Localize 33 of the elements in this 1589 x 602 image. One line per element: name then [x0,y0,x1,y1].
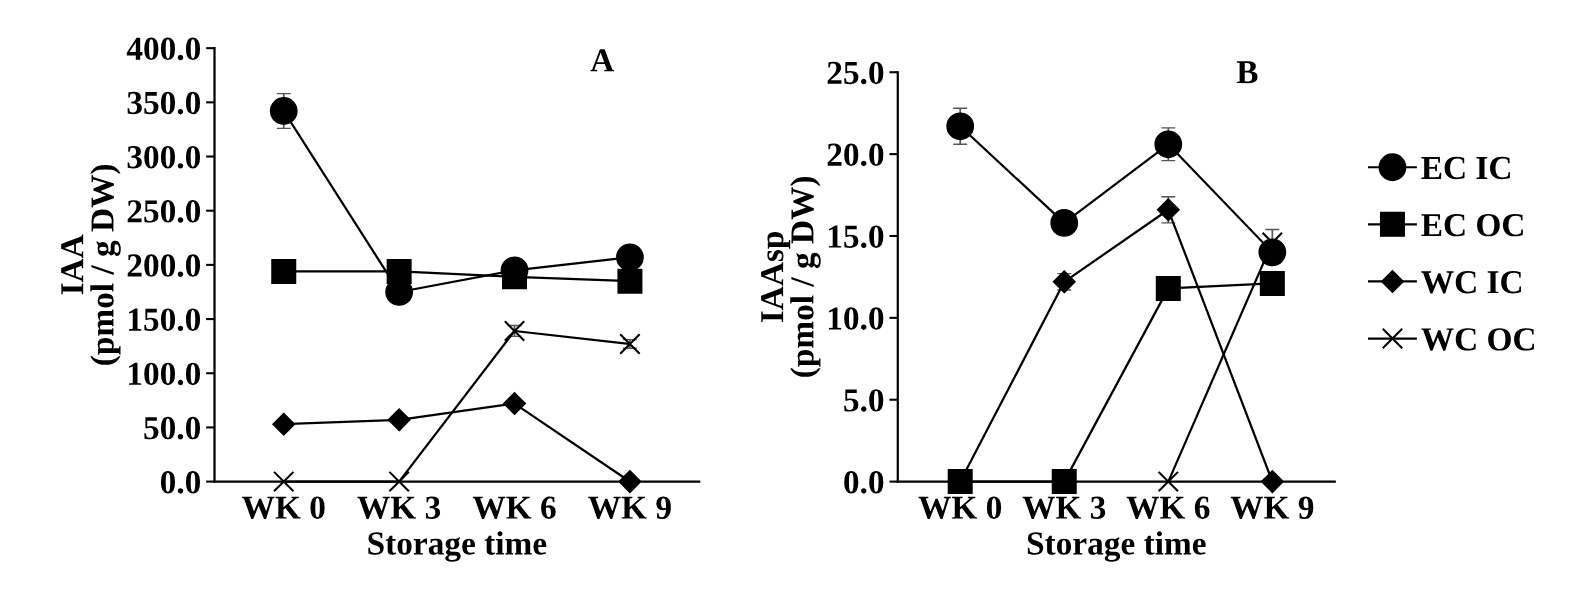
annotation: B [1236,61,1258,84]
y-tick-label: 400.0 [126,37,201,61]
y-axis-title: IAAsp (pmol / g DW) [761,177,821,377]
y-tick-label: 10.0 [828,307,884,330]
y-axis-title: IAA (pmol / g DW) [61,164,121,365]
y-tick-label: 50.0 [144,416,201,440]
y-tick-label: 200.0 [127,254,201,277]
y-tick-label: 250.0 [127,200,201,223]
y-tick-label: 350.0 [127,91,201,115]
annotation: A [590,49,615,72]
x-tick-label: WK 0 [242,496,325,520]
legend-label: WC IC [1421,271,1522,294]
legend-label: EC IC [1421,156,1510,180]
y-tick-label: 25.0 [827,61,884,85]
x-tick-label: WK 9 [1230,496,1314,520]
y-tick-label: 0.0 [160,471,201,494]
y-tick-label: 150.0 [128,308,201,332]
y-tick-label: 100.0 [128,362,201,386]
y-tick-label: 0.0 [844,471,884,494]
x-tick-label: WK 0 [918,496,1002,520]
y-tick-label: 5.0 [844,389,884,412]
y-tick-label: 15.0 [828,225,884,249]
y-tick-label: 20.0 [827,143,884,167]
x-tick-label: WK 6 [1126,496,1210,520]
x-tick-label: WK 9 [588,496,671,520]
x-tick-label: WK 6 [472,496,556,520]
x-tick-label: WK 3 [357,496,441,520]
x-axis-title: Storage time [368,531,547,562]
x-tick-label: WK 3 [1022,496,1106,520]
legend-label: WC OC [1421,328,1534,351]
y-tick-label: 300.0 [127,145,201,169]
legend-label: EC OC [1421,213,1523,237]
x-axis-title: Storage time [1027,531,1206,562]
